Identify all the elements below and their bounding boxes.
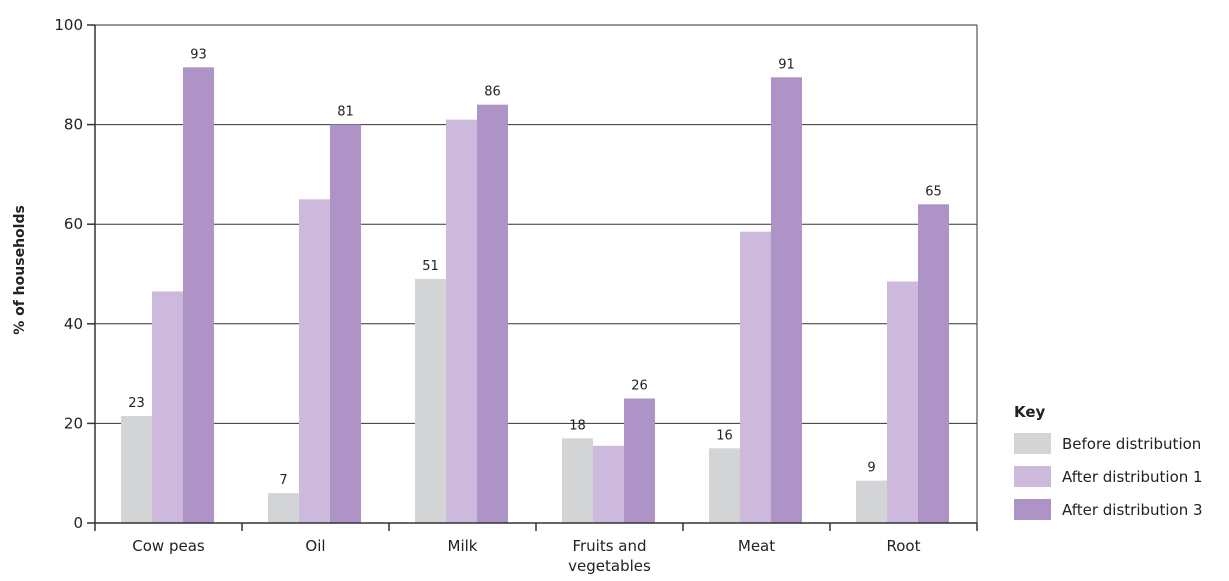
legend-swatch-after-distribution-1 [1014, 466, 1051, 487]
bar-milk-after-distribution-3 [477, 104, 508, 524]
bar-meat-before-distribution [709, 448, 740, 523]
legend-label: After distribution 3 [1062, 501, 1203, 519]
bar-fruits-and-vegetables-after-distribution-1 [593, 445, 624, 523]
data-label: 81 [337, 105, 354, 120]
bar-fruits-and-vegetables-before-distribution [562, 438, 593, 523]
bars [121, 67, 949, 524]
y-tick-label: 40 [64, 315, 83, 333]
data-label: 7 [279, 473, 287, 488]
y-tick-label: 0 [73, 514, 83, 532]
bar-milk-after-distribution-1 [446, 119, 477, 524]
x-tick-label: Root [887, 537, 921, 555]
legend-label: After distribution 1 [1062, 468, 1203, 486]
bar-cow-peas-before-distribution [121, 415, 152, 523]
y-tick-label: 20 [64, 414, 83, 432]
bar-meat-after-distribution-3 [771, 77, 802, 523]
data-labels: 23 93 7 81 51 86 18 26 16 91 9 65 [128, 47, 942, 488]
data-label: 65 [925, 184, 942, 199]
bar-root-after-distribution-1 [887, 281, 918, 523]
x-tick-label: Oil [305, 537, 325, 555]
bar-meat-after-distribution-1 [740, 231, 771, 524]
legend-swatch-after-distribution-3 [1014, 499, 1051, 520]
bar-milk-before-distribution [415, 278, 446, 523]
bar-cow-peas-after-distribution-3 [183, 67, 214, 523]
data-label: 9 [867, 461, 875, 476]
bar-oil-after-distribution-1 [299, 199, 330, 524]
bar-oil-before-distribution [268, 493, 299, 523]
data-label: 18 [569, 418, 586, 433]
bar-root-before-distribution [856, 480, 887, 523]
x-tick-label: Fruits and vegetables [568, 537, 651, 575]
data-label: 23 [128, 396, 145, 411]
bar-fruits-and-vegetables-after-distribution-3 [624, 398, 655, 523]
data-label: 26 [631, 379, 648, 394]
legend-label: Before distribution [1062, 435, 1201, 453]
x-tick-label: Meat [738, 537, 775, 555]
x-tick-label: Cow peas [132, 537, 205, 555]
data-label: 91 [778, 57, 795, 72]
bar-cow-peas-after-distribution-1 [152, 291, 183, 523]
bar-oil-after-distribution-3 [330, 124, 361, 523]
data-label: 93 [190, 47, 207, 62]
y-tick-label: 80 [64, 116, 83, 134]
axes: 0 20 40 60 80 100 Cow peas Oil Milk Fruits and veg… [54, 16, 978, 575]
legend: Key Before distribution After distributio… [1014, 403, 1203, 520]
y-axis-title: % of households [12, 205, 28, 335]
y-tick-label: 100 [54, 16, 83, 34]
legend-swatch-before-distribution [1014, 433, 1051, 454]
bar-root-after-distribution-3 [918, 204, 949, 523]
data-label: 16 [716, 428, 733, 443]
data-label: 51 [422, 259, 439, 274]
legend-title: Key [1014, 403, 1046, 421]
data-label: 86 [484, 85, 501, 100]
y-tick-label: 60 [64, 215, 83, 233]
x-tick-label: Milk [448, 537, 478, 555]
gridlines [95, 24, 977, 424]
